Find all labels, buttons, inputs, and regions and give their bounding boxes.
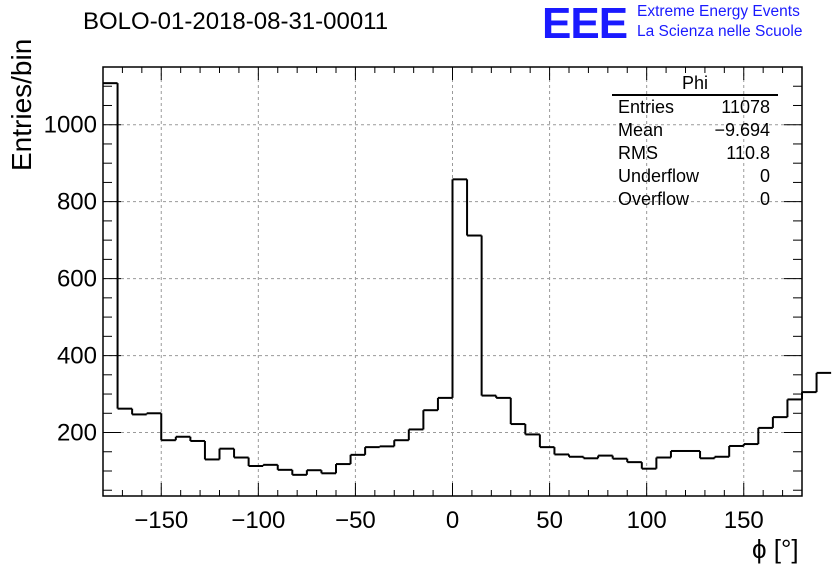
x-tick-label: −50	[335, 507, 376, 534]
stats-value: 0	[759, 189, 770, 209]
histogram-bin	[393, 439, 409, 447]
logo-caption: Extreme Energy Events La Scienza nelle S…	[637, 2, 802, 42]
y-tick-label: 800	[57, 189, 97, 216]
x-tick-label: 0	[446, 507, 459, 534]
histogram-bin	[597, 454, 613, 459]
histogram-bin	[378, 445, 395, 448]
histogram-bin	[145, 412, 162, 415]
histogram-bin	[189, 436, 205, 442]
stats-key: Mean	[618, 120, 664, 140]
histogram-bin	[233, 448, 249, 459]
histogram-bin	[451, 178, 468, 398]
histogram-bin	[742, 443, 759, 446]
x-tick-label: 100	[627, 507, 667, 534]
histogram-bin	[626, 458, 642, 464]
stats-key: Underflow	[618, 166, 700, 186]
stats-row: RMS 110.8	[612, 142, 778, 165]
chart-title: BOLO-01-2018-08-31-00011	[83, 8, 389, 35]
histogram-bin	[407, 428, 424, 441]
histogram-bin	[466, 179, 482, 237]
logo-caption-line1: Extreme Energy Events	[637, 3, 800, 20]
histogram-bin	[160, 413, 176, 442]
histogram-bin	[655, 456, 671, 469]
histogram-bin	[524, 424, 540, 436]
x-tick-label: 150	[724, 507, 764, 534]
histogram-bin	[553, 447, 569, 456]
histogram-bin	[713, 455, 730, 459]
histogram-bin	[786, 398, 802, 418]
histogram-bin	[203, 440, 220, 461]
y-tick-label: 200	[57, 420, 97, 447]
histogram-bin	[305, 469, 322, 475]
histogram-bin	[640, 462, 657, 470]
histogram-bin	[116, 83, 133, 410]
x-axis-label: ϕ [°]	[752, 534, 799, 564]
x-tick-label: −150	[134, 507, 188, 534]
histogram-bin	[320, 470, 336, 475]
histogram-bin	[262, 463, 278, 466]
stats-key: Overflow	[618, 189, 690, 209]
histogram-bin	[771, 416, 788, 428]
stats-value: 0	[759, 166, 770, 186]
y-tick-label: 600	[57, 266, 97, 293]
histogram-bin	[422, 409, 438, 430]
histogram-bin	[218, 447, 235, 460]
histogram-bin	[291, 469, 307, 476]
histogram-bin	[174, 435, 191, 441]
histogram-bin	[436, 396, 453, 411]
x-tick-label: −100	[231, 507, 285, 534]
histogram-bin	[815, 371, 832, 393]
histogram-bin	[538, 434, 555, 449]
stats-value: −9.694	[714, 120, 770, 140]
histogram-bin	[509, 397, 526, 426]
stats-key: RMS	[618, 143, 658, 163]
histogram-bin	[276, 464, 293, 471]
eee-logo: EEE	[542, 0, 628, 48]
histogram-bin	[801, 391, 817, 400]
histogram-bin	[568, 454, 584, 458]
y-tick-label: 1000	[44, 112, 97, 139]
histogram-bin	[582, 456, 599, 460]
histogram-bin	[131, 408, 147, 416]
histogram-bin	[364, 446, 380, 455]
histogram-bin	[757, 426, 773, 445]
stats-box: Phi Entries 11078 Mean −9.694 RMS 110.8 …	[612, 72, 778, 211]
histogram-bin	[611, 455, 628, 460]
histogram-bin	[247, 457, 264, 467]
stats-row: Mean −9.694	[612, 119, 778, 142]
histogram-bin	[349, 453, 366, 465]
histogram-bin	[495, 395, 511, 399]
stats-row: Underflow 0	[612, 165, 778, 188]
stats-key: Entries	[618, 97, 675, 117]
x-tick-label: 50	[536, 507, 563, 534]
stats-row: Entries 11078	[612, 96, 778, 119]
histogram-bin	[669, 449, 686, 458]
stats-row: Overflow 0	[612, 188, 778, 211]
histogram-bin	[728, 444, 744, 457]
histogram-bin	[699, 450, 715, 460]
y-tick-label: 400	[57, 343, 97, 370]
stats-value: 110.8	[726, 143, 770, 163]
y-axis-label: Entries/bin	[6, 38, 37, 171]
stats-value: 11078	[721, 97, 770, 117]
stats-title: Phi	[612, 72, 778, 96]
histogram-bin	[480, 235, 497, 397]
logo-caption-line2: La Scienza nelle Scuole	[637, 23, 803, 40]
histogram-bin	[335, 463, 351, 474]
